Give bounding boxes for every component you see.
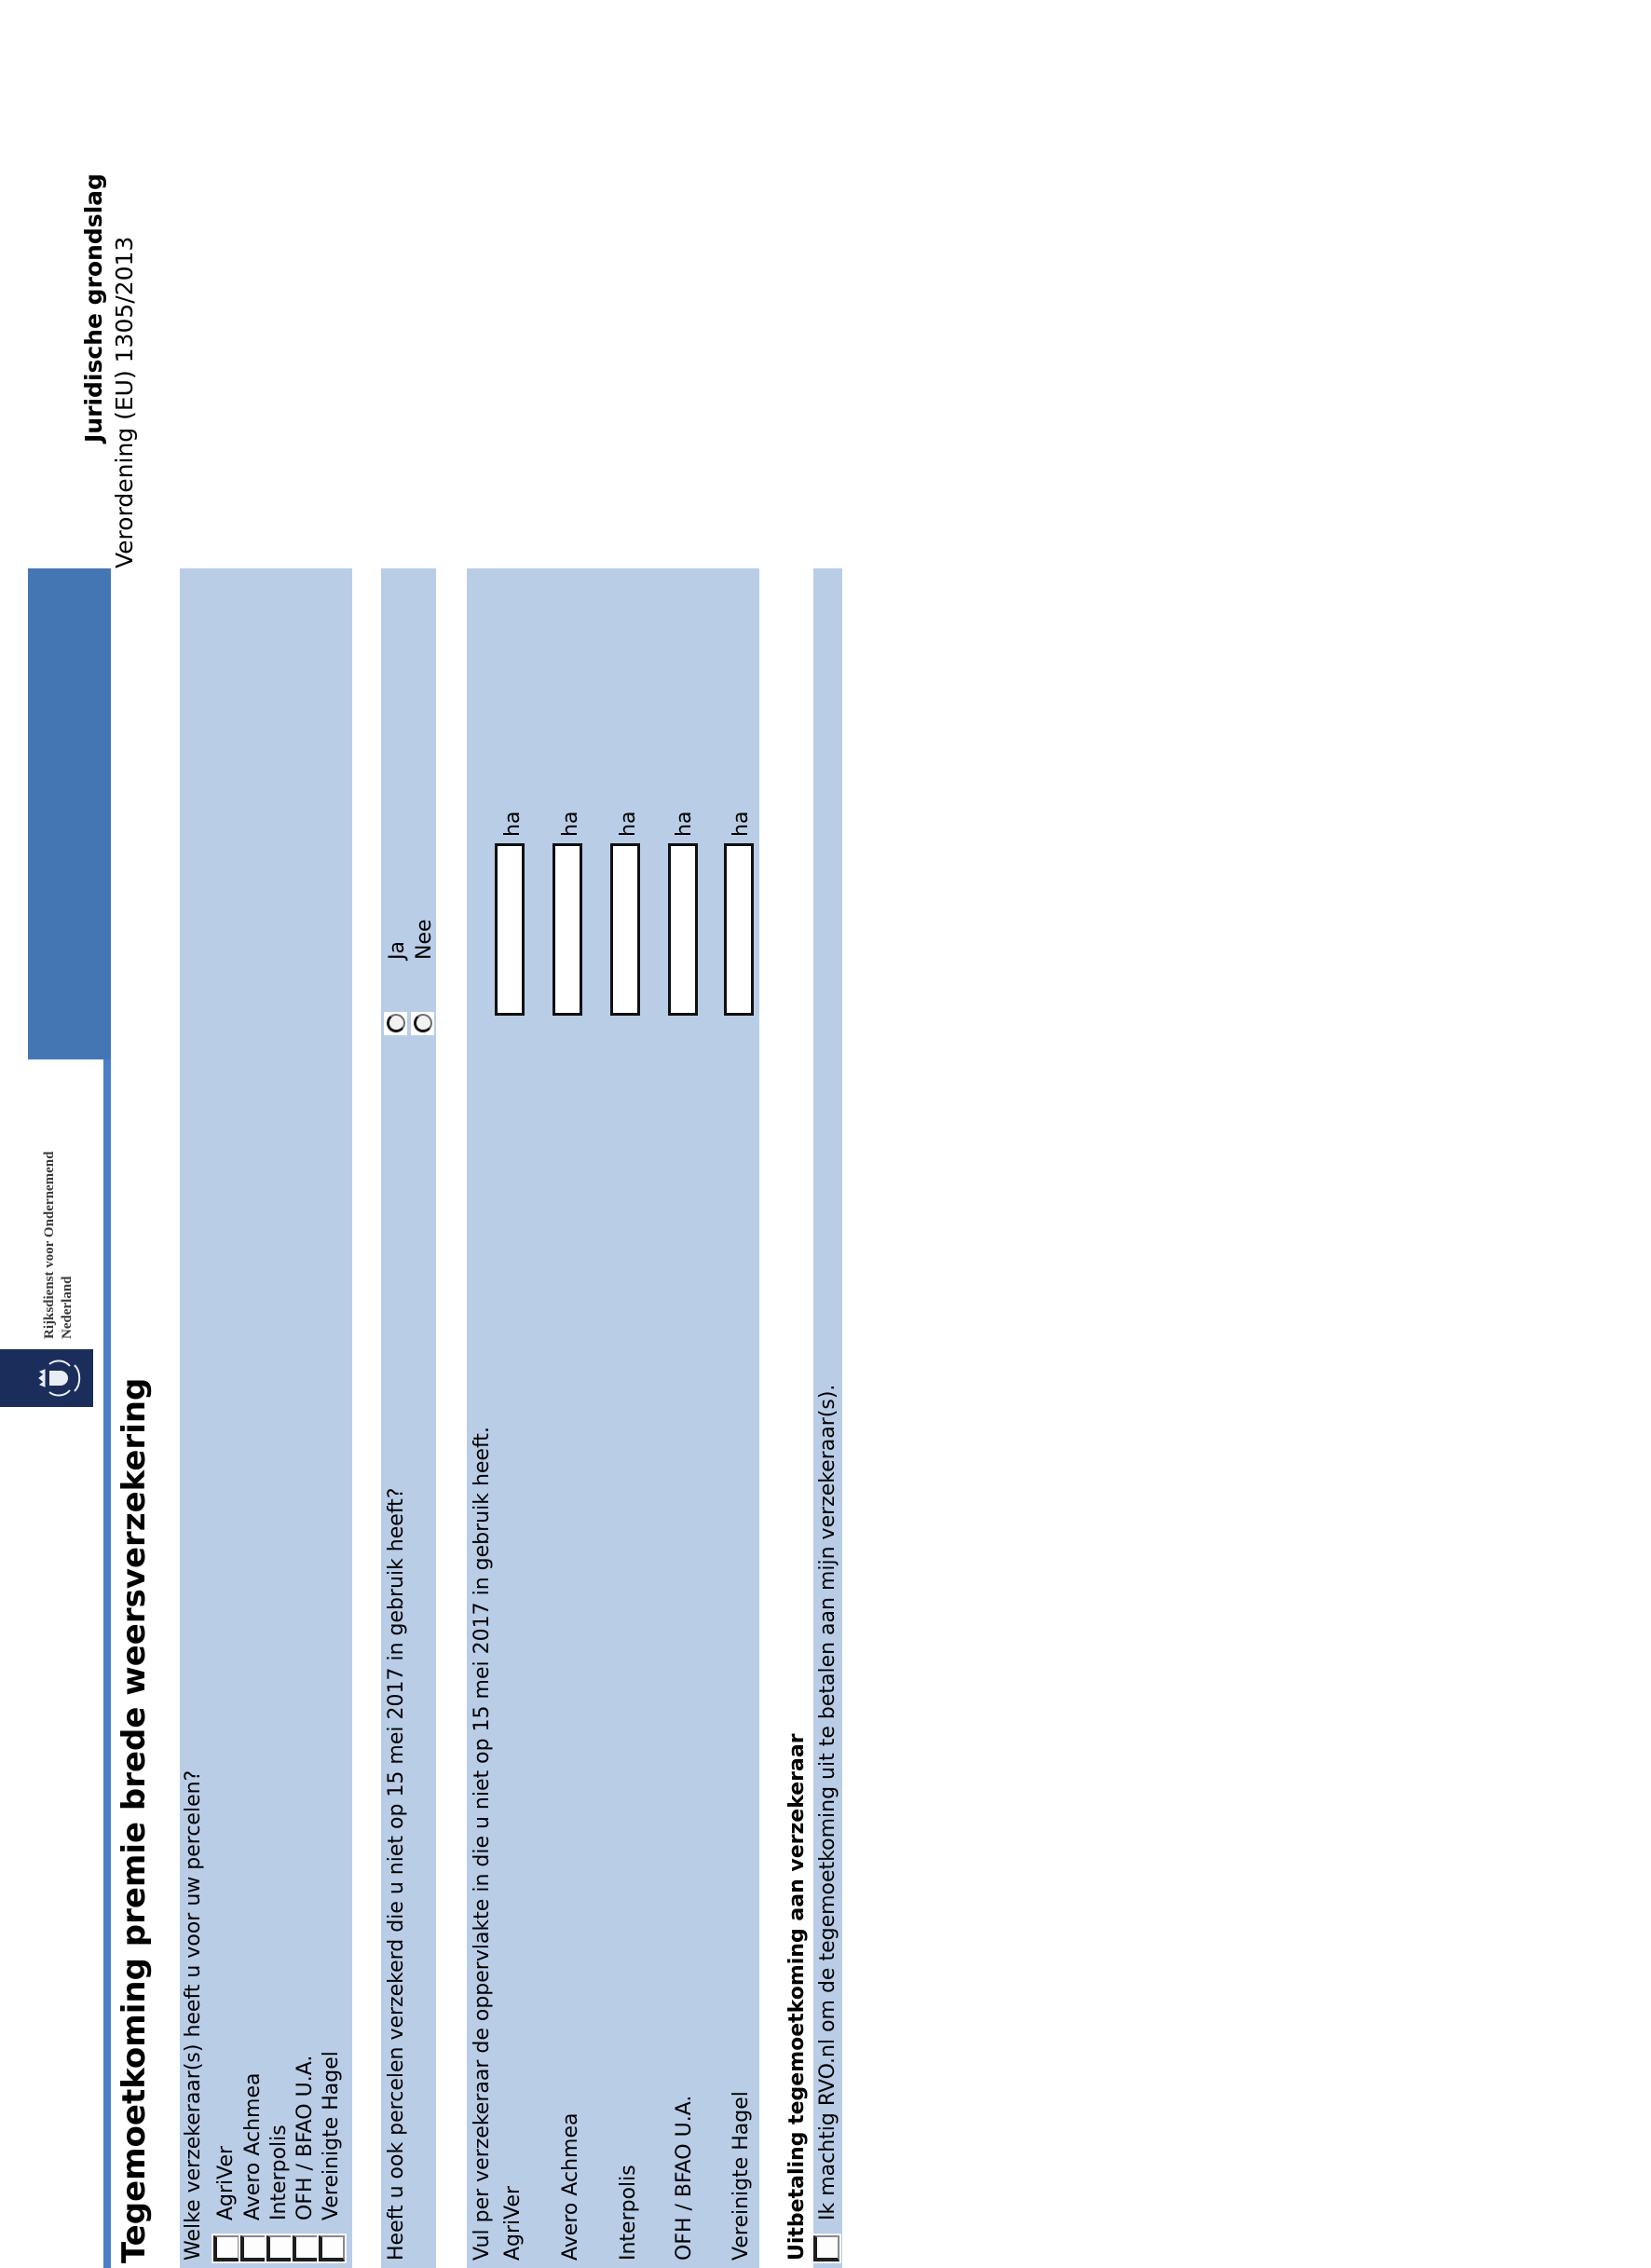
header-bar	[28, 568, 111, 1059]
checkbox-avero-achmea[interactable]	[240, 2235, 266, 2261]
area-unit-avero: ha	[559, 811, 582, 837]
logo-org-name: Rijksdienst voor Ondernemend Nederland	[41, 1152, 76, 1339]
checkbox-avero-achmea-label: Avero Achmea	[241, 2072, 265, 2220]
section-parcels: Heeft u ook percelen verzekerd die u nie…	[381, 568, 436, 2268]
checkbox-interpolis[interactable]	[266, 2235, 293, 2261]
legal-basis-text: Verordening (EU) 1305/2013	[111, 236, 138, 568]
area-row-vereinigte-label: Vereinigte Hagel	[730, 2091, 753, 2261]
area-unit-interpolis: ha	[617, 811, 640, 837]
area-row-avero-label: Avero Achmea	[559, 2112, 582, 2261]
radio-ja-label: Ja	[386, 941, 409, 960]
legal-basis-heading: Juridische grondslag	[80, 173, 107, 443]
radio-nee-circle	[413, 1014, 432, 1033]
header-rule	[103, 1059, 111, 2268]
section-payment: Ik machtig RVO.nl om de tegemoetkoming u…	[813, 568, 842, 2268]
area-row-agriver-label: AgriVer	[501, 2185, 525, 2261]
area-unit-vereinigte: ha	[730, 811, 753, 837]
section-area: Vul per verzekeraar de oppervlakte in di…	[467, 568, 759, 2268]
payment-heading: Uitbetaling tegemoetkoming aan verzekera…	[785, 1733, 809, 2261]
checkbox-interpolis-label: Interpolis	[267, 2125, 291, 2220]
area-input-interpolis[interactable]	[610, 843, 640, 1016]
radio-nee-label: Nee	[413, 919, 436, 960]
area-unit-agriver: ha	[501, 811, 525, 837]
area-input-agriver[interactable]	[495, 843, 525, 1016]
radio-ja[interactable]	[384, 1012, 407, 1035]
area-unit-ofh: ha	[673, 811, 696, 837]
area-input-ofh[interactable]	[668, 843, 698, 1016]
checkbox-machtiging-label: Ik machtig RVO.nl om de tegemoetkoming u…	[816, 1384, 839, 2220]
insurers-question: Welke verzekeraar(s) heeft u voor uw per…	[182, 1769, 205, 2261]
dutch-coat-of-arms-icon	[38, 1359, 81, 1397]
area-row-ofh-label: OFH / BFAO U.A.	[673, 2095, 696, 2261]
area-row-interpolis-label: Interpolis	[617, 2165, 640, 2261]
parcels-question: Heeft u ook percelen verzekerd die u nie…	[385, 1487, 408, 2261]
page-title: Tegemoetkoming premie brede weersverzeke…	[116, 1377, 153, 2263]
radio-ja-circle	[386, 1014, 405, 1033]
checkbox-ofh-bfao[interactable]	[293, 2235, 319, 2261]
area-instruction: Vul per verzekeraar de oppervlakte in di…	[471, 1427, 494, 2261]
checkbox-vereinigte-hagel-label: Vereinigte Hagel	[320, 2051, 343, 2220]
rvo-logo-flag	[0, 1349, 93, 1407]
checkbox-agriver[interactable]	[213, 2235, 239, 2261]
checkbox-agriver-label: AgriVer	[214, 2145, 238, 2220]
checkbox-vereinigte-hagel[interactable]	[319, 2235, 345, 2261]
checkbox-ofh-bfao-label: OFH / BFAO U.A.	[293, 2055, 317, 2220]
area-input-vereinigte[interactable]	[724, 843, 754, 1016]
section-insurers: Welke verzekeraar(s) heeft u voor uw per…	[180, 568, 352, 2268]
logo-org-line2: Nederland	[60, 1276, 75, 1340]
logo-org-line1: Rijksdienst voor Ondernemend	[42, 1151, 57, 1339]
area-input-avero[interactable]	[553, 843, 582, 1016]
checkbox-machtiging[interactable]	[813, 2235, 839, 2261]
radio-nee[interactable]	[411, 1012, 434, 1035]
